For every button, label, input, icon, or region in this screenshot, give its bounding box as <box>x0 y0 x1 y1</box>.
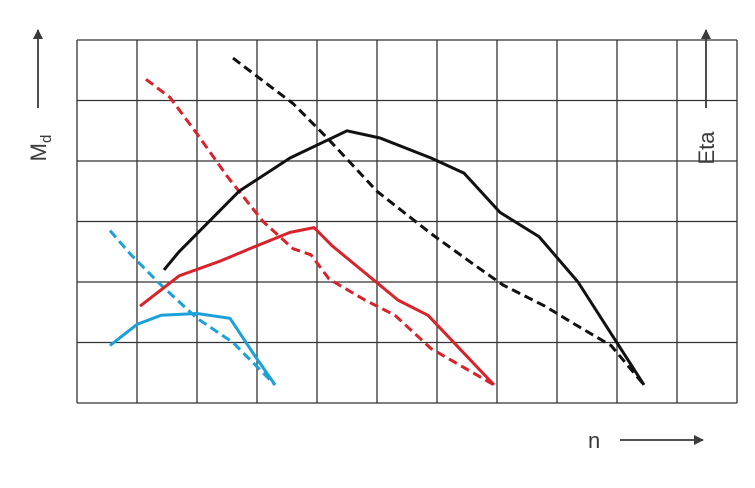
y-axis-left-label: Md <box>26 135 55 162</box>
plot-series <box>108 56 646 387</box>
y-axis-right-label: Eta <box>694 131 719 165</box>
series-line-6-dashed <box>232 56 646 386</box>
y-axis-right-label-group: Eta <box>694 131 719 165</box>
x-axis-label: n <box>588 428 600 453</box>
plot-grid <box>76 39 738 404</box>
series-line-5-solid <box>162 129 646 386</box>
series-line-4-dashed <box>145 78 495 387</box>
y-axis-left-subscript: d <box>38 135 55 143</box>
y-axis-left-main: M <box>26 143 51 161</box>
svg-text:Md: Md <box>26 135 55 162</box>
series-line-2-dashed <box>108 229 277 386</box>
series-line-3-solid <box>139 226 496 386</box>
series-line-1-solid <box>109 312 277 386</box>
